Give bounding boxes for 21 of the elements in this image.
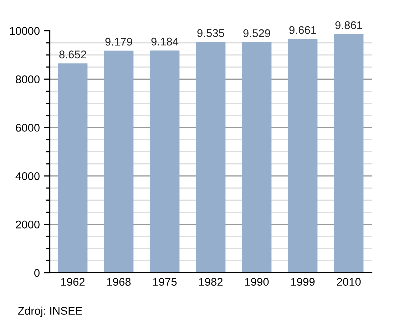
y-tick-label: 10000 xyxy=(10,27,40,36)
x-tick-label: 1962 xyxy=(61,278,85,286)
y-tick-label: 4000 xyxy=(16,172,40,180)
x-tick-label: 1982 xyxy=(199,278,223,286)
data-label: 9.535 xyxy=(198,29,224,38)
y-tick-label: 6000 xyxy=(16,124,40,132)
data-label: 9.861 xyxy=(336,22,362,30)
x-tick-label: 1968 xyxy=(107,278,131,286)
data-label: 9.661 xyxy=(290,26,316,34)
x-tick-label: 2010 xyxy=(337,278,361,286)
data-label: 9.179 xyxy=(106,38,132,46)
x-tick-label: 1975 xyxy=(153,278,177,286)
data-label: 9.184 xyxy=(152,38,179,46)
y-tick-label: 2000 xyxy=(16,220,40,229)
y-tick-label: 0 xyxy=(34,269,40,278)
y-tick-label: 8000 xyxy=(16,76,40,84)
x-tick-label: 1990 xyxy=(245,278,269,286)
data-label: 8.652 xyxy=(60,50,86,59)
data-label: 9.529 xyxy=(244,30,270,38)
text: Zdroj: INSEE xyxy=(18,306,82,318)
x-tick-label: 1999 xyxy=(291,278,315,286)
